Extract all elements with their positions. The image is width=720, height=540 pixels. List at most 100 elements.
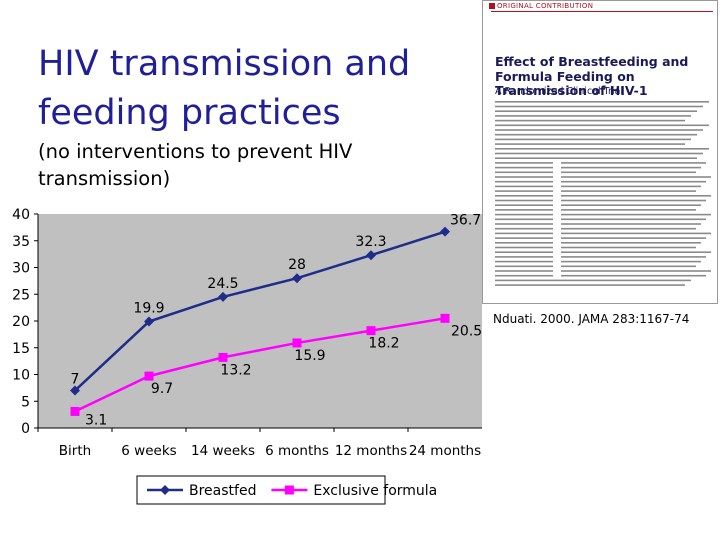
text-line — [561, 190, 696, 192]
data-point-marker — [292, 273, 302, 284]
y-tick-label: 35 — [12, 234, 30, 250]
text-line — [495, 148, 709, 150]
text-line — [495, 152, 703, 155]
text-line — [495, 260, 553, 263]
text-line — [495, 256, 553, 258]
data-label: 19.9 — [133, 301, 164, 317]
text-line — [495, 265, 553, 268]
data-label: 15.9 — [294, 348, 325, 364]
text-line — [495, 279, 691, 282]
legend-marker — [160, 485, 170, 495]
text-line — [495, 232, 553, 235]
data-point-marker — [218, 352, 228, 362]
text-line — [495, 129, 703, 131]
article-section-label: ORIGINAL CONTRIBUTION — [497, 2, 594, 10]
text-line — [561, 199, 706, 202]
text-line — [561, 260, 701, 263]
legend-marker — [284, 485, 294, 495]
text-line — [495, 274, 553, 277]
x-tick-label: 6 weeks — [121, 443, 176, 459]
data-point-marker — [292, 338, 302, 348]
header-rule — [491, 11, 713, 12]
text-line — [495, 115, 691, 117]
text-line — [561, 185, 701, 188]
data-label: 13.2 — [220, 362, 251, 378]
article-thumbnail: ORIGINAL CONTRIBUTION Effect of Breastfe… — [482, 0, 718, 304]
series-line — [74, 230, 446, 392]
data-label: 18.2 — [368, 336, 399, 352]
text-line — [495, 180, 553, 183]
data-point-marker — [366, 326, 376, 336]
text-line — [561, 213, 711, 216]
text-line — [495, 209, 553, 211]
text-line — [561, 274, 706, 277]
text-line — [561, 176, 711, 178]
text-line — [495, 166, 553, 169]
data-label: 7 — [71, 372, 80, 388]
text-line — [561, 223, 701, 225]
text-line — [495, 105, 703, 108]
text-line — [495, 227, 553, 230]
y-tick-label: 10 — [12, 368, 30, 384]
text-line — [495, 143, 685, 145]
text-line — [561, 270, 711, 272]
y-tick-label: 20 — [12, 314, 30, 330]
text-line — [561, 246, 696, 249]
text-line — [495, 176, 553, 178]
text-line — [495, 138, 691, 141]
text-line — [561, 242, 701, 244]
x-tick-label: 12 months — [335, 443, 407, 459]
legend-label: Exclusive formula — [313, 483, 437, 499]
series-line — [74, 317, 446, 413]
text-line — [561, 180, 706, 183]
text-line — [561, 209, 696, 211]
data-label: 3.1 — [85, 412, 107, 428]
data-label: 36.7 — [450, 213, 481, 229]
journal-mark — [489, 3, 495, 9]
text-line — [561, 218, 706, 221]
x-tick-label: 24 months — [409, 443, 481, 459]
text-line — [495, 237, 553, 239]
x-tick-label: 6 months — [265, 443, 329, 459]
slide-subtitle: (no interventions to prevent HIV transmi… — [38, 140, 353, 190]
text-line — [495, 251, 553, 253]
text-line — [561, 237, 706, 239]
text-line — [561, 166, 701, 169]
text-line — [495, 204, 553, 206]
y-tick-label: 25 — [12, 287, 30, 303]
text-line — [495, 119, 685, 122]
data-point-marker — [144, 371, 154, 381]
data-point-marker — [440, 226, 450, 237]
data-label: 9.7 — [151, 381, 173, 397]
text-line — [495, 133, 697, 136]
data-point-marker — [70, 406, 80, 416]
article-text-block — [495, 101, 711, 286]
data-point-marker — [366, 250, 376, 261]
data-point-marker — [218, 291, 228, 302]
text-line — [495, 162, 553, 164]
text-line — [561, 265, 696, 268]
transmission-line-chart: 0 5 10 15 20 25 30 35 40 Birth 6 weeks 14 weeks 6 mo… — [12, 207, 482, 505]
plot-area — [38, 214, 482, 428]
text-line — [495, 157, 697, 159]
text-line — [495, 213, 553, 216]
text-line — [495, 199, 553, 202]
text-line — [561, 195, 711, 197]
text-line — [495, 223, 553, 225]
text-line — [561, 251, 711, 253]
text-line — [495, 185, 553, 188]
text-line — [561, 204, 701, 206]
text-line — [561, 227, 696, 230]
text-line — [495, 190, 553, 192]
y-tick-label: 15 — [12, 341, 30, 357]
text-line — [495, 270, 553, 272]
data-label: 20.5 — [451, 323, 482, 339]
x-tick-label: 14 weeks — [191, 443, 255, 459]
text-line — [495, 101, 709, 103]
text-line — [495, 110, 697, 112]
data-label: 24.5 — [207, 276, 238, 292]
text-line — [561, 232, 711, 235]
text-line — [561, 171, 696, 174]
text-line — [495, 124, 709, 127]
slide-title: HIV transmission and feeding practices — [38, 44, 411, 133]
